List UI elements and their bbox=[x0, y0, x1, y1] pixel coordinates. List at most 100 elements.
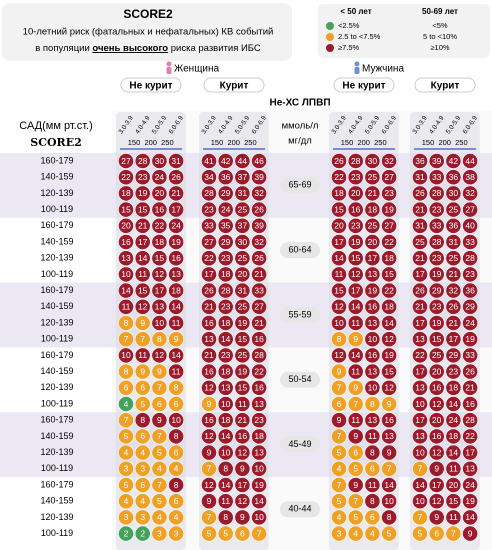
risk-cell bbox=[217, 298, 234, 315]
risk-cell bbox=[151, 477, 168, 493]
risk-cell bbox=[134, 201, 151, 218]
risk-value: 19 bbox=[384, 204, 394, 214]
subtitle-part: в популяции bbox=[35, 43, 90, 54]
risk-cell bbox=[347, 331, 364, 348]
risk-cell bbox=[445, 460, 462, 477]
risk-cell bbox=[381, 331, 397, 348]
risk-cell bbox=[234, 153, 251, 169]
risk-value: 38 bbox=[465, 172, 475, 182]
risk-value: 15 bbox=[138, 204, 148, 214]
risk-cell bbox=[428, 201, 445, 218]
risk-value: 33 bbox=[432, 172, 442, 182]
risk-cell bbox=[251, 396, 267, 412]
sbp-label: 140-159 bbox=[40, 172, 73, 182]
sbp-label: 140-159 bbox=[40, 496, 73, 506]
risk-cell bbox=[201, 363, 217, 380]
risk-cell bbox=[151, 153, 168, 169]
risk-value: 12 bbox=[204, 431, 214, 441]
risk-value: 37 bbox=[238, 172, 248, 182]
risk-cell bbox=[428, 525, 445, 542]
risk-value: 10 bbox=[415, 447, 425, 457]
risk-cell bbox=[118, 525, 134, 542]
risk-value: 21 bbox=[465, 383, 475, 393]
risk-value: 40 bbox=[465, 221, 475, 231]
risk-cell bbox=[201, 234, 217, 250]
risk-cell bbox=[201, 169, 217, 186]
risk-cell bbox=[118, 250, 134, 267]
risk-cell bbox=[412, 493, 428, 510]
risk-cell bbox=[331, 428, 347, 445]
risk-value: 19 bbox=[384, 350, 394, 360]
risk-cell bbox=[331, 444, 347, 461]
risk-value: 21 bbox=[204, 350, 214, 360]
risk-cell bbox=[217, 250, 234, 267]
risk-value: 18 bbox=[121, 188, 131, 198]
risk-cell bbox=[347, 234, 364, 250]
risk-value: 4 bbox=[174, 464, 179, 474]
risk-cell bbox=[151, 266, 168, 283]
risk-value: 14 bbox=[351, 302, 361, 312]
risk-value: 26 bbox=[415, 188, 425, 198]
risk-value: 10 bbox=[368, 334, 378, 344]
risk-value: 18 bbox=[334, 188, 344, 198]
risk-cell bbox=[234, 169, 251, 186]
risk-cell bbox=[217, 217, 234, 234]
risk-cell bbox=[364, 298, 381, 315]
risk-cell bbox=[364, 315, 381, 331]
legend-label: <5% bbox=[432, 21, 448, 30]
risk-value: 25 bbox=[238, 350, 248, 360]
risk-value: 22 bbox=[254, 366, 264, 376]
age-pill bbox=[280, 177, 320, 194]
risk-value: 23 bbox=[221, 350, 231, 360]
risk-value: 7 bbox=[387, 464, 392, 474]
risk-value: 16 bbox=[432, 383, 442, 393]
risk-cell bbox=[168, 428, 184, 445]
mgdl-tick: 200 bbox=[144, 138, 157, 147]
mgdl-tick: 200 bbox=[357, 138, 370, 147]
risk-cell bbox=[331, 201, 347, 218]
risk-value: 6 bbox=[140, 480, 145, 490]
risk-cell bbox=[151, 315, 168, 331]
risk-value: 20 bbox=[432, 366, 442, 376]
risk-value: 21 bbox=[368, 188, 378, 198]
risk-value: 46 bbox=[254, 156, 264, 166]
risk-cell bbox=[364, 460, 381, 477]
risk-cell bbox=[445, 444, 462, 461]
risk-value: 14 bbox=[254, 496, 264, 506]
subtitle-part: риска развития ИБС bbox=[171, 43, 261, 54]
risk-cell bbox=[134, 298, 151, 315]
risk-cell bbox=[347, 153, 364, 169]
risk-cell bbox=[217, 331, 234, 348]
risk-cell bbox=[331, 266, 347, 283]
risk-cell bbox=[428, 315, 445, 331]
risk-cell bbox=[251, 477, 267, 493]
risk-value: 39 bbox=[432, 156, 442, 166]
risk-cell bbox=[251, 428, 267, 445]
risk-cell bbox=[234, 396, 251, 412]
risk-cell bbox=[445, 379, 462, 396]
risk-value: 26 bbox=[171, 172, 181, 182]
sbp-label: 120-139 bbox=[40, 447, 73, 457]
risk-cell bbox=[412, 315, 428, 331]
risk-cell bbox=[412, 412, 428, 429]
risk-value: 13 bbox=[415, 383, 425, 393]
risk-value: 27 bbox=[384, 172, 394, 182]
mgdl-tick: 150 bbox=[422, 138, 435, 147]
risk-cell bbox=[251, 460, 267, 477]
risk-value: 4 bbox=[124, 399, 129, 409]
risk-cell bbox=[347, 250, 364, 267]
risk-value: 26 bbox=[415, 285, 425, 295]
risk-value: 27 bbox=[465, 204, 475, 214]
risk-value: 31 bbox=[238, 285, 248, 295]
mgdl-tick: 200 bbox=[438, 138, 451, 147]
risk-value: 10 bbox=[254, 512, 264, 522]
risk-cell bbox=[347, 460, 364, 477]
risk-value: 12 bbox=[238, 496, 248, 506]
risk-value: 24 bbox=[171, 221, 181, 231]
risk-cell bbox=[201, 493, 217, 510]
risk-value: 10 bbox=[221, 447, 231, 457]
risk-cell bbox=[445, 331, 462, 348]
risk-value: 9 bbox=[207, 496, 212, 506]
risk-cell bbox=[201, 525, 217, 542]
risk-value: 12 bbox=[204, 480, 214, 490]
